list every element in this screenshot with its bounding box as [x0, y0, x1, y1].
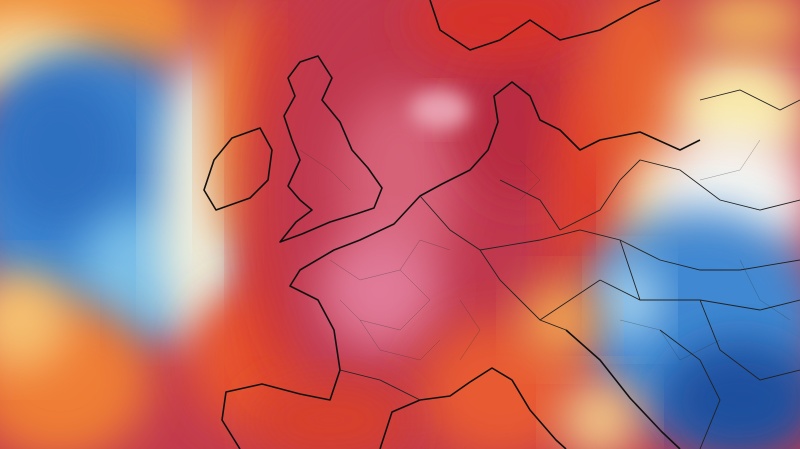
coastline-mediterranean: [379, 367, 567, 449]
temperature-blob: [590, 0, 690, 180]
temperature-blob: [660, 340, 800, 449]
temperature-blob: [520, 280, 600, 360]
coastline-britain: [279, 55, 383, 243]
coastline-ireland: [203, 127, 273, 211]
temperature-blob: [340, 90, 460, 270]
region-lines: [299, 139, 791, 361]
boundaries: [203, 0, 800, 449]
temperature-blob: [250, 380, 410, 449]
temperature-blob: [560, 380, 640, 449]
temperature-blob: [410, 0, 590, 60]
border-lines: [339, 89, 800, 449]
temperature-blob: [0, 270, 70, 370]
coastline-scandinavia: [429, 0, 661, 51]
temperature-blob: [460, 40, 580, 200]
temperature-blob: [690, 0, 800, 50]
temperature-blob: [410, 90, 470, 130]
coastline-adriatic: [565, 329, 681, 449]
temperature-blob: [0, 70, 130, 230]
temperature-blob: [600, 260, 660, 340]
